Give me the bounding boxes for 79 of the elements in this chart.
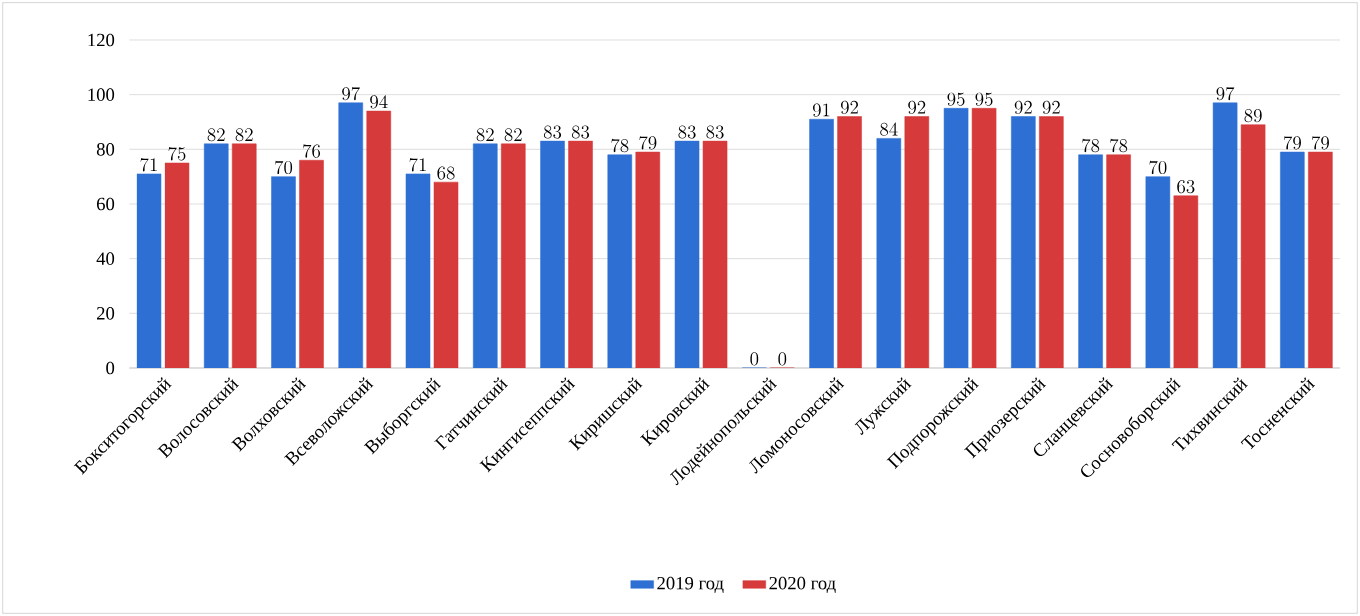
data-label: 95 <box>975 92 993 106</box>
data-label: 79 <box>1284 136 1301 150</box>
data-label: 71 <box>409 158 426 172</box>
bar <box>971 108 997 368</box>
data-label: 75 <box>168 147 186 161</box>
bar <box>338 102 364 368</box>
data-label: 79 <box>1312 136 1329 150</box>
data-label: 95 <box>947 92 965 106</box>
bar <box>702 140 728 368</box>
bar <box>1011 116 1036 368</box>
bar <box>904 116 930 368</box>
data-label: 82 <box>504 128 522 142</box>
data-label: 97 <box>1216 86 1235 101</box>
bar <box>366 110 392 368</box>
y-tick-label: 120 <box>88 33 115 47</box>
y-tick-label: 20 <box>97 307 115 320</box>
bar <box>1039 116 1064 368</box>
data-label: 63 <box>1177 180 1195 194</box>
bar <box>837 116 862 368</box>
data-label: 91 <box>812 103 830 117</box>
data-label: 70 <box>1149 160 1167 175</box>
bar <box>473 143 498 368</box>
data-label: 71 <box>140 158 157 172</box>
bar <box>405 173 431 368</box>
data-label: 89 <box>1244 109 1262 123</box>
legend-label: 2019 год <box>657 576 724 593</box>
bar <box>231 143 257 368</box>
data-label: 0 <box>778 352 787 366</box>
y-tick-label: 60 <box>96 197 115 211</box>
data-label: 76 <box>303 144 321 158</box>
data-label: 78 <box>1082 138 1100 153</box>
data-label: 78 <box>1110 138 1128 153</box>
bar <box>607 154 633 368</box>
data-label: 82 <box>476 128 494 142</box>
legend-label: 2020 год <box>769 576 836 593</box>
data-label: 83 <box>678 125 696 139</box>
bar <box>433 181 459 368</box>
bar <box>136 173 162 368</box>
data-label: 83 <box>571 125 590 139</box>
data-label: 94 <box>370 95 388 109</box>
bar <box>299 159 324 368</box>
data-label: 70 <box>275 160 293 175</box>
data-label: 78 <box>611 138 629 153</box>
bar <box>203 143 229 368</box>
bar <box>943 108 969 368</box>
bar <box>1145 176 1171 368</box>
bar <box>1078 154 1103 368</box>
bar <box>809 118 834 368</box>
data-label: 92 <box>908 100 926 114</box>
data-label: 82 <box>235 128 253 142</box>
bar <box>164 162 190 368</box>
data-label: 0 <box>750 352 759 366</box>
data-label: 97 <box>342 86 360 101</box>
bar <box>1106 154 1131 368</box>
y-tick-label: 100 <box>88 88 115 101</box>
data-label: 92 <box>1014 100 1032 114</box>
y-tick-label: 40 <box>96 252 115 265</box>
bar <box>1308 151 1333 368</box>
y-tick-label: 0 <box>106 361 115 375</box>
bar <box>1173 195 1199 368</box>
data-label: 68 <box>437 166 455 180</box>
bar <box>1212 102 1238 368</box>
data-label: 79 <box>639 136 657 150</box>
data-label: 84 <box>880 122 898 136</box>
data-label: 92 <box>840 100 858 114</box>
data-label: 83 <box>706 125 724 139</box>
bar <box>271 176 296 368</box>
y-tick-label: 80 <box>96 143 115 156</box>
data-label: 83 <box>543 125 562 139</box>
bar <box>1280 151 1305 368</box>
data-label: 82 <box>207 128 225 142</box>
bar <box>876 138 902 368</box>
bar <box>568 140 593 368</box>
bar <box>1240 124 1266 368</box>
bar <box>635 151 661 368</box>
bar <box>540 140 565 368</box>
data-label: 92 <box>1042 100 1060 114</box>
bar <box>674 140 700 368</box>
bar <box>501 143 526 368</box>
